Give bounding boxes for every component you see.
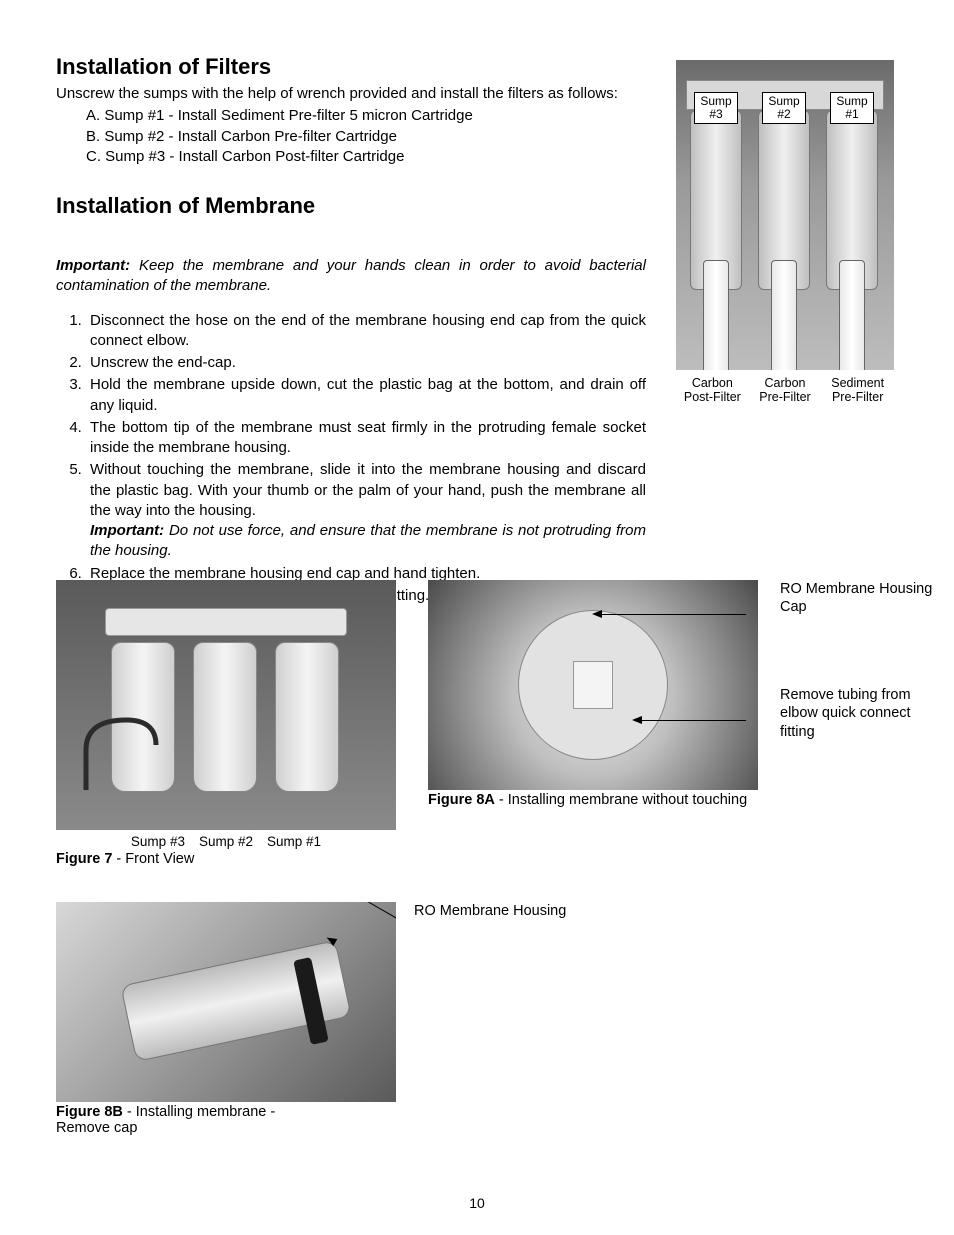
important-text: Keep the membrane and your hands clean i… [56, 257, 646, 294]
step5-important-text: Do not use force, and ensure that the me… [90, 522, 646, 559]
fig8a-callout-cap: RO Membrane Housing Cap [780, 580, 940, 616]
important-label: Important: [56, 257, 130, 274]
sump-label-2: Sump#2 [762, 92, 806, 124]
figure-8a-caption: Figure 8A - Installing membrane without … [428, 792, 758, 808]
section2-steps: Disconnect the hose on the end of the me… [56, 311, 646, 627]
figure-8a-callouts: RO Membrane Housing Cap Remove tubing fr… [780, 580, 940, 741]
figure-8b-caption: Figure 8B - Installing membrane - Remove… [56, 1104, 316, 1136]
fig7-label-sump3: Sump #3 [131, 834, 185, 849]
sump-label-1: Sump#1 [830, 92, 874, 124]
step-4: The bottom tip of the membrane must seat… [86, 418, 646, 459]
step-5: Without touching the membrane, slide it … [86, 460, 646, 561]
figure-8a-photo [428, 580, 758, 790]
fig8a-caption-bold: Figure 8A [428, 792, 495, 808]
caption-sediment-pre: SedimentPre-Filter [821, 376, 894, 405]
fig7-label-sump1: Sump #1 [267, 834, 321, 849]
step-1: Disconnect the hose on the end of the me… [86, 311, 646, 352]
figure-top-sumps: Sump#3 Sump#2 Sump#1 CarbonPost-Filter C… [676, 60, 894, 405]
caption-carbon-pre: CarbonPre-Filter [749, 376, 822, 405]
figure-8a: Figure 8A - Installing membrane without … [428, 580, 758, 808]
figure-8b: Figure 8B - Installing membrane - Remove… [56, 902, 396, 1136]
section2-body: Important: Keep the membrane and your ha… [56, 256, 646, 626]
sump-label-3: Sump#3 [694, 92, 738, 124]
section2-important: Important: Keep the membrane and your ha… [56, 256, 646, 297]
fig7-caption-rest: - Front View [112, 851, 194, 867]
step-2: Unscrew the end-cap. [86, 353, 646, 373]
step-3: Hold the membrane upside down, cut the p… [86, 375, 646, 416]
fig8b-caption-bold: Figure 8B [56, 1104, 123, 1120]
caption-carbon-post: CarbonPost-Filter [676, 376, 749, 405]
fig8a-caption-rest: - Installing membrane without touching [495, 792, 747, 808]
figure-top-photo: Sump#3 Sump#2 Sump#1 [676, 60, 894, 370]
figure-8b-callout: RO Membrane Housing [414, 902, 574, 920]
figure-7-photo [56, 580, 396, 830]
step-5-text: Without touching the membrane, slide it … [90, 461, 646, 519]
figure-top-captions: CarbonPost-Filter CarbonPre-Filter Sedim… [676, 376, 894, 405]
figure-8b-photo [56, 902, 396, 1102]
step5-important-label: Important: [90, 522, 164, 539]
fig7-label-sump2: Sump #2 [199, 834, 253, 849]
figure-7-labels: Sump #3 Sump #2 Sump #1 [56, 834, 396, 849]
step-5-important: Important: Do not use force, and ensure … [90, 522, 646, 559]
page-number: 10 [0, 1195, 954, 1211]
page: Installation of Filters Unscrew the sump… [0, 0, 954, 1235]
fig7-caption-bold: Figure 7 [56, 851, 112, 867]
figure-7: Sump #3 Sump #2 Sump #1 Figure 7 - Front… [56, 580, 396, 867]
fig8a-callout-tubing: Remove tubing from elbow quick connect f… [780, 686, 940, 740]
figure-7-caption: Figure 7 - Front View [56, 851, 396, 867]
